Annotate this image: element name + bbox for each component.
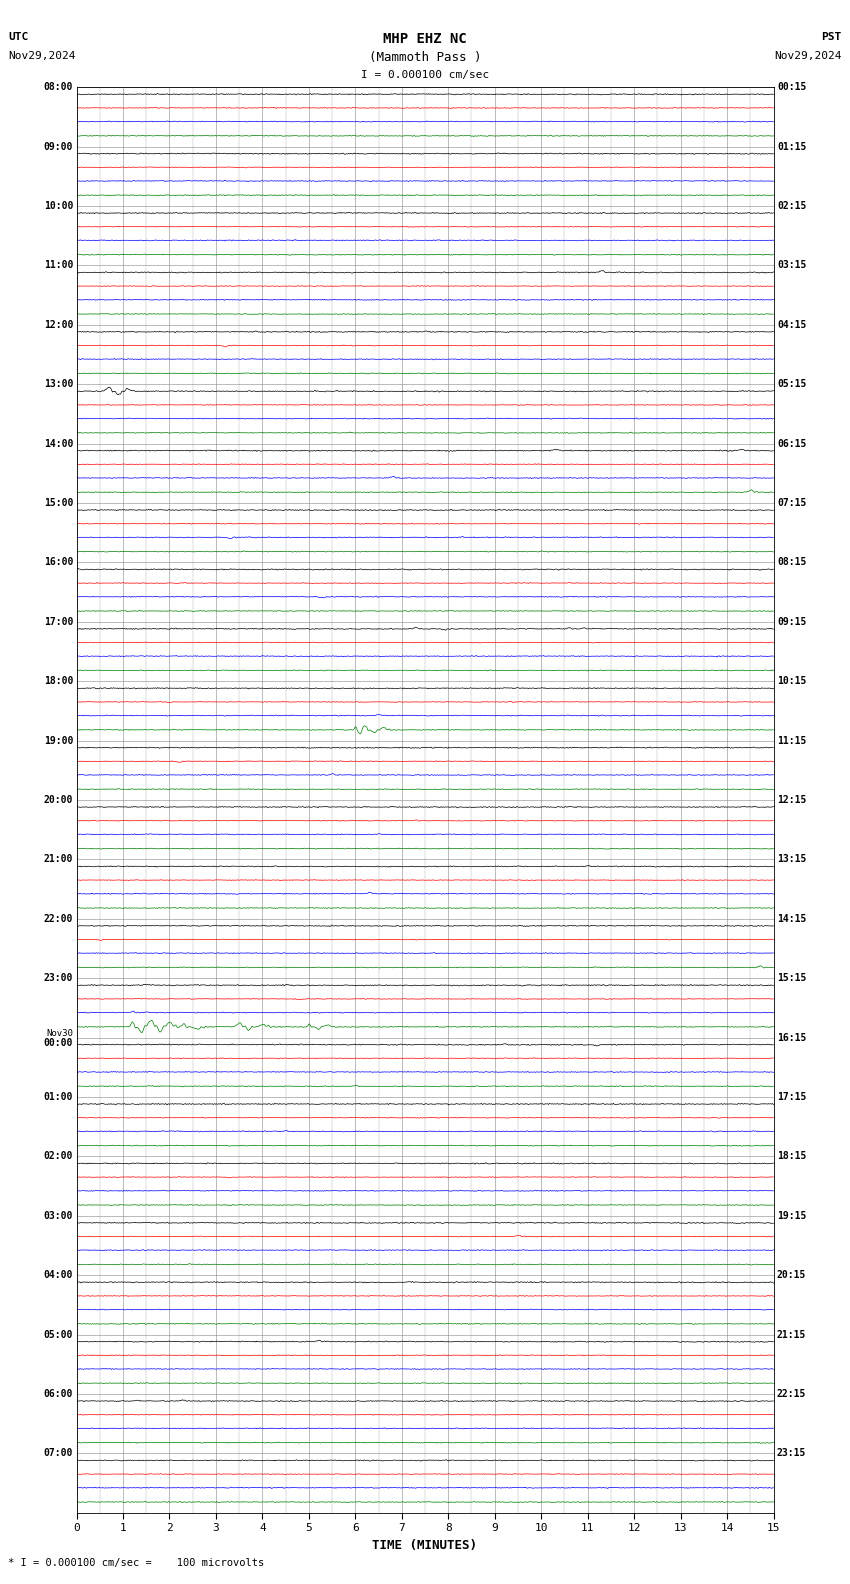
Text: 22:15: 22:15 — [777, 1389, 807, 1399]
Text: 05:15: 05:15 — [777, 379, 807, 390]
Text: 12:15: 12:15 — [777, 795, 807, 805]
Text: 17:00: 17:00 — [43, 616, 73, 627]
Text: 12:00: 12:00 — [43, 320, 73, 329]
Text: 11:15: 11:15 — [777, 735, 807, 746]
Text: 19:00: 19:00 — [43, 735, 73, 746]
Text: 00:15: 00:15 — [777, 82, 807, 92]
Text: 15:15: 15:15 — [777, 973, 807, 984]
Text: * I = 0.000100 cm/sec =    100 microvolts: * I = 0.000100 cm/sec = 100 microvolts — [8, 1559, 264, 1568]
X-axis label: TIME (MINUTES): TIME (MINUTES) — [372, 1538, 478, 1552]
Text: (Mammoth Pass ): (Mammoth Pass ) — [369, 51, 481, 63]
Text: 16:00: 16:00 — [43, 558, 73, 567]
Text: 13:15: 13:15 — [777, 854, 807, 865]
Text: 14:00: 14:00 — [43, 439, 73, 448]
Text: 01:15: 01:15 — [777, 141, 807, 152]
Text: MHP EHZ NC: MHP EHZ NC — [383, 32, 467, 46]
Text: 06:00: 06:00 — [43, 1389, 73, 1399]
Text: 03:00: 03:00 — [43, 1210, 73, 1221]
Text: 13:00: 13:00 — [43, 379, 73, 390]
Text: 17:15: 17:15 — [777, 1091, 807, 1102]
Text: 07:15: 07:15 — [777, 497, 807, 508]
Text: 20:00: 20:00 — [43, 795, 73, 805]
Text: PST: PST — [821, 32, 842, 41]
Text: 18:15: 18:15 — [777, 1152, 807, 1161]
Text: 10:15: 10:15 — [777, 676, 807, 686]
Text: 11:00: 11:00 — [43, 260, 73, 271]
Text: 04:15: 04:15 — [777, 320, 807, 329]
Text: 22:00: 22:00 — [43, 914, 73, 923]
Text: 02:15: 02:15 — [777, 201, 807, 211]
Text: UTC: UTC — [8, 32, 29, 41]
Text: I = 0.000100 cm/sec: I = 0.000100 cm/sec — [361, 70, 489, 79]
Text: 10:00: 10:00 — [43, 201, 73, 211]
Text: 01:00: 01:00 — [43, 1091, 73, 1102]
Text: 00:00: 00:00 — [43, 1038, 73, 1047]
Text: 07:00: 07:00 — [43, 1448, 73, 1459]
Text: 09:15: 09:15 — [777, 616, 807, 627]
Text: 23:00: 23:00 — [43, 973, 73, 984]
Text: 23:15: 23:15 — [777, 1448, 807, 1459]
Text: Nov29,2024: Nov29,2024 — [774, 51, 842, 60]
Text: 09:00: 09:00 — [43, 141, 73, 152]
Text: 15:00: 15:00 — [43, 497, 73, 508]
Text: Nov29,2024: Nov29,2024 — [8, 51, 76, 60]
Text: 08:00: 08:00 — [43, 82, 73, 92]
Text: Nov30: Nov30 — [46, 1028, 73, 1038]
Text: 06:15: 06:15 — [777, 439, 807, 448]
Text: 18:00: 18:00 — [43, 676, 73, 686]
Text: 08:15: 08:15 — [777, 558, 807, 567]
Text: 04:00: 04:00 — [43, 1270, 73, 1280]
Text: 19:15: 19:15 — [777, 1210, 807, 1221]
Text: 14:15: 14:15 — [777, 914, 807, 923]
Text: 16:15: 16:15 — [777, 1033, 807, 1042]
Text: 05:00: 05:00 — [43, 1329, 73, 1340]
Text: 21:00: 21:00 — [43, 854, 73, 865]
Text: 21:15: 21:15 — [777, 1329, 807, 1340]
Text: 03:15: 03:15 — [777, 260, 807, 271]
Text: 02:00: 02:00 — [43, 1152, 73, 1161]
Text: 20:15: 20:15 — [777, 1270, 807, 1280]
